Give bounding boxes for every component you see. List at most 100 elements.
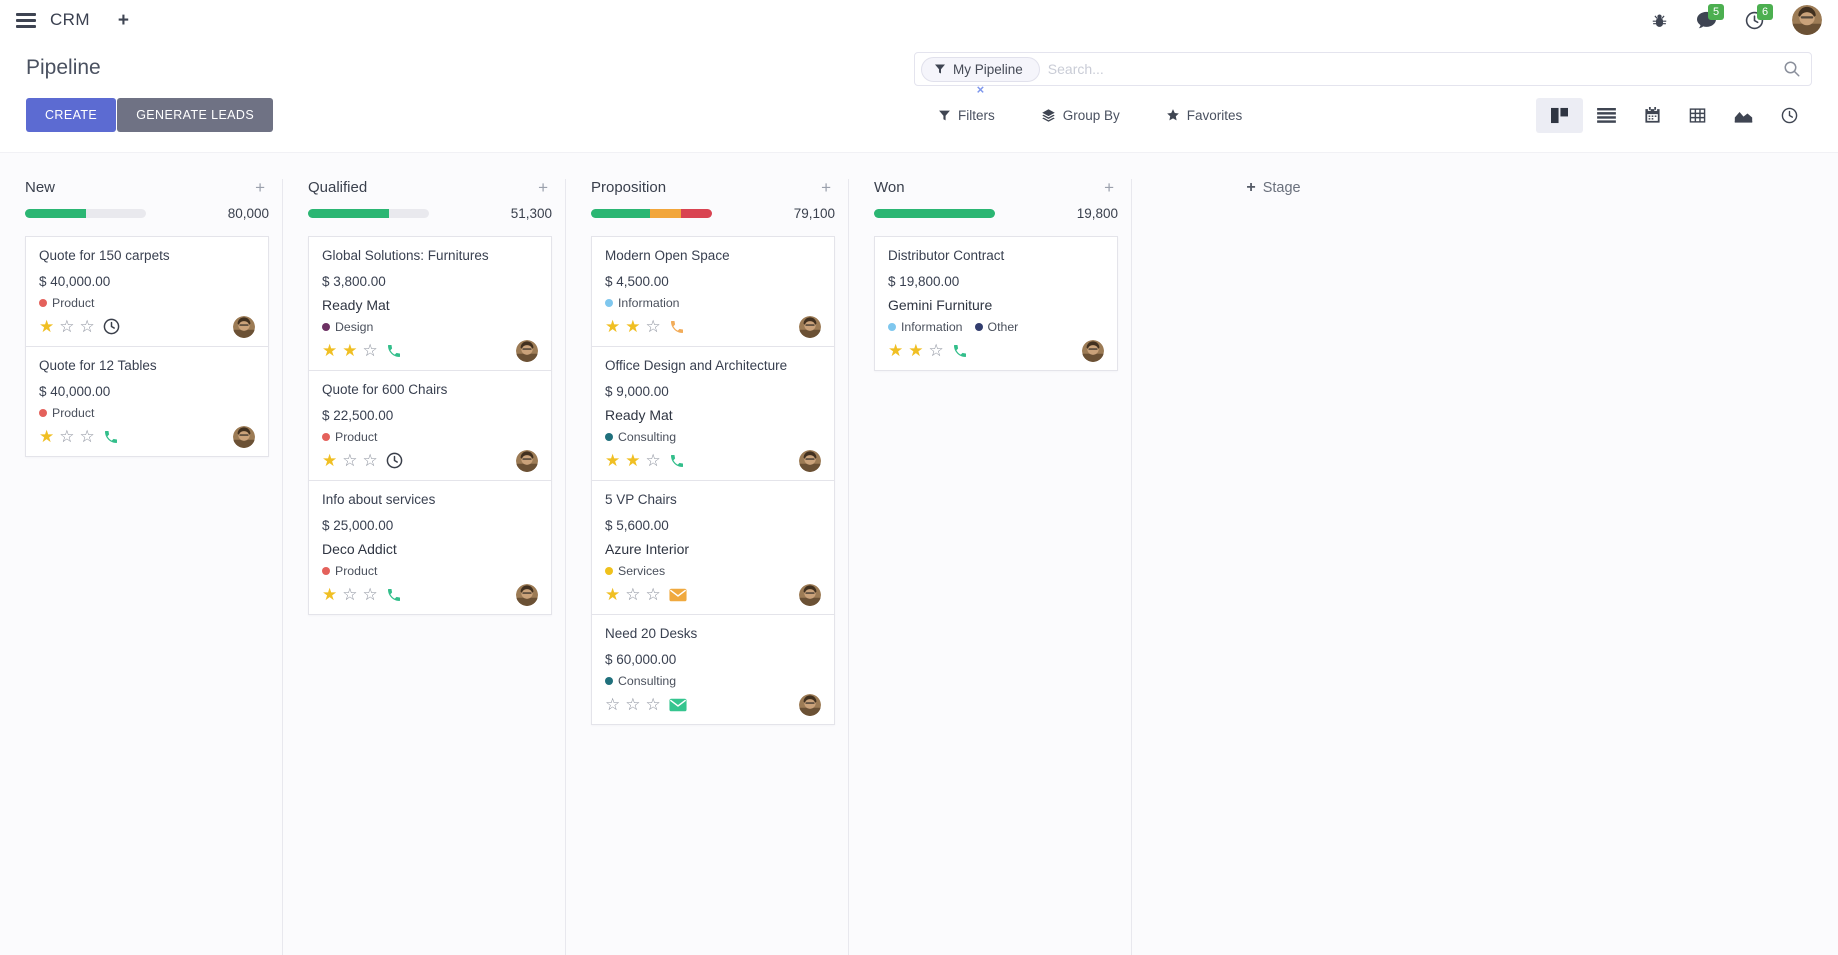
stage-progressbar[interactable] <box>591 209 712 218</box>
star-icon[interactable]: ★ <box>605 317 621 337</box>
activity-clock-icon[interactable] <box>386 452 403 469</box>
app-name[interactable]: CRM <box>50 10 90 29</box>
add-stage-button[interactable]: + Stage <box>1246 180 1300 197</box>
kanban-card[interactable]: Office Design and Architecture $ 9,000.00… <box>591 345 835 481</box>
star-icon[interactable]: ☆ <box>362 341 378 361</box>
stage-progressbar[interactable] <box>25 209 146 218</box>
star-icon[interactable]: ☆ <box>59 317 75 337</box>
pivot-view-button[interactable] <box>1675 98 1720 133</box>
kanban-card[interactable]: Info about services $ 25,000.00 Deco Addic… <box>308 479 552 615</box>
list-view-button[interactable] <box>1583 98 1630 133</box>
star-icon[interactable]: ☆ <box>645 451 661 471</box>
envelope-icon[interactable] <box>669 588 687 602</box>
envelope-icon[interactable] <box>669 698 687 712</box>
card-tag[interactable]: Other <box>974 320 1018 334</box>
create-button[interactable]: CREATE <box>26 98 117 132</box>
quick-add-record-button[interactable]: + <box>1104 178 1114 197</box>
star-icon[interactable]: ★ <box>342 341 358 361</box>
star-icon[interactable]: ★ <box>322 585 338 605</box>
phone-icon[interactable] <box>103 429 119 445</box>
salesperson-avatar[interactable] <box>516 449 538 472</box>
calendar-view-button[interactable] <box>1630 98 1675 133</box>
star-icon[interactable]: ☆ <box>342 451 358 471</box>
kanban-card[interactable]: Quote for 12 Tables $ 40,000.00 Product ★ ☆ ☆ <box>25 345 269 457</box>
salesperson-avatar[interactable] <box>799 315 821 338</box>
generate-leads-button[interactable]: GENERATE LEADS <box>117 98 274 132</box>
card-tag[interactable]: Information <box>605 296 680 310</box>
card-tag[interactable]: Consulting <box>605 430 676 444</box>
activity-clock-icon[interactable] <box>103 318 120 335</box>
facet-remove-icon[interactable]: × <box>976 81 985 97</box>
card-tag[interactable]: Product <box>39 406 94 420</box>
apps-menu-icon[interactable] <box>16 12 36 28</box>
search-bar[interactable]: My Pipeline × <box>914 52 1812 96</box>
star-icon[interactable]: ★ <box>605 585 621 605</box>
star-icon[interactable]: ☆ <box>362 585 378 605</box>
star-icon[interactable]: ☆ <box>59 427 75 447</box>
salesperson-avatar[interactable] <box>799 693 821 716</box>
star-icon[interactable]: ☆ <box>342 585 358 605</box>
star-icon[interactable]: ☆ <box>625 695 641 714</box>
stage-progressbar[interactable] <box>874 209 995 218</box>
card-tag[interactable]: Information <box>888 320 963 334</box>
group-by-menu[interactable]: Group By <box>1041 108 1120 123</box>
star-icon[interactable]: ★ <box>605 451 621 471</box>
kanban-card[interactable]: 5 VP Chairs $ 5,600.00 Azure Interior Servi… <box>591 479 835 615</box>
salesperson-avatar[interactable] <box>233 315 255 338</box>
salesperson-avatar[interactable] <box>1082 339 1104 362</box>
phone-icon[interactable] <box>669 453 685 469</box>
quick-add-record-button[interactable]: + <box>255 178 265 197</box>
search-facet-my-pipeline[interactable]: My Pipeline × <box>921 56 1040 96</box>
quick-add-record-button[interactable]: + <box>538 178 548 197</box>
search-icon[interactable] <box>1783 60 1801 78</box>
card-tag[interactable]: Product <box>39 296 94 310</box>
star-icon[interactable]: ★ <box>322 341 338 361</box>
star-icon[interactable]: ☆ <box>625 585 641 605</box>
plus-icon[interactable]: + <box>117 9 130 31</box>
user-avatar[interactable] <box>1792 5 1822 35</box>
star-icon[interactable]: ★ <box>39 317 55 337</box>
card-tag[interactable]: Consulting <box>605 674 676 688</box>
search-input[interactable] <box>1047 61 1783 77</box>
star-icon[interactable]: ★ <box>908 341 924 361</box>
salesperson-avatar[interactable] <box>233 425 255 448</box>
graph-view-button[interactable] <box>1720 98 1767 133</box>
salesperson-avatar[interactable] <box>516 583 538 606</box>
card-tag[interactable]: Product <box>322 564 377 578</box>
star-icon[interactable]: ★ <box>39 427 55 447</box>
kanban-card[interactable]: Global Solutions: Furnitures $ 3,800.00 Re… <box>308 236 552 371</box>
debug-bug-icon[interactable] <box>1651 12 1668 29</box>
star-icon[interactable]: ★ <box>888 341 904 361</box>
phone-icon[interactable] <box>386 587 402 603</box>
salesperson-avatar[interactable] <box>799 583 821 606</box>
kanban-card[interactable]: Distributor Contract $ 19,800.00 Gemini Fu… <box>874 236 1118 371</box>
star-icon[interactable]: ★ <box>625 317 641 337</box>
card-tag[interactable]: Design <box>322 320 373 334</box>
star-icon[interactable]: ☆ <box>605 695 621 714</box>
star-icon[interactable]: ☆ <box>362 451 378 471</box>
phone-icon[interactable] <box>386 343 402 359</box>
kanban-view-button[interactable] <box>1536 97 1583 133</box>
phone-icon[interactable] <box>952 343 968 359</box>
messages-icon[interactable]: 5 <box>1696 3 1725 30</box>
star-icon[interactable]: ☆ <box>79 317 95 337</box>
card-tag[interactable]: Product <box>322 430 377 444</box>
filters-menu[interactable]: Filters <box>938 108 995 123</box>
salesperson-avatar[interactable] <box>799 449 821 472</box>
salesperson-avatar[interactable] <box>516 339 538 362</box>
activities-icon[interactable]: 6 <box>1745 3 1774 30</box>
star-icon[interactable]: ★ <box>322 451 338 471</box>
kanban-card[interactable]: Quote for 150 carpets $ 40,000.00 Product ★… <box>25 236 269 347</box>
star-icon[interactable]: ☆ <box>645 585 661 605</box>
quick-add-record-button[interactable]: + <box>821 178 831 197</box>
star-icon[interactable]: ☆ <box>79 427 95 447</box>
star-icon[interactable]: ☆ <box>645 317 661 337</box>
kanban-card[interactable]: Need 20 Desks $ 60,000.00 Consulting ☆ ☆ ☆ <box>591 613 835 725</box>
card-tag[interactable]: Services <box>605 564 665 578</box>
kanban-card[interactable]: Quote for 600 Chairs $ 22,500.00 Product ★ ☆… <box>308 369 552 481</box>
kanban-card[interactable]: Modern Open Space $ 4,500.00 Information ★ ★… <box>591 236 835 347</box>
phone-icon[interactable] <box>669 319 685 335</box>
star-icon[interactable]: ☆ <box>645 695 661 714</box>
activity-view-button[interactable] <box>1767 98 1812 133</box>
star-icon[interactable]: ☆ <box>928 341 944 361</box>
